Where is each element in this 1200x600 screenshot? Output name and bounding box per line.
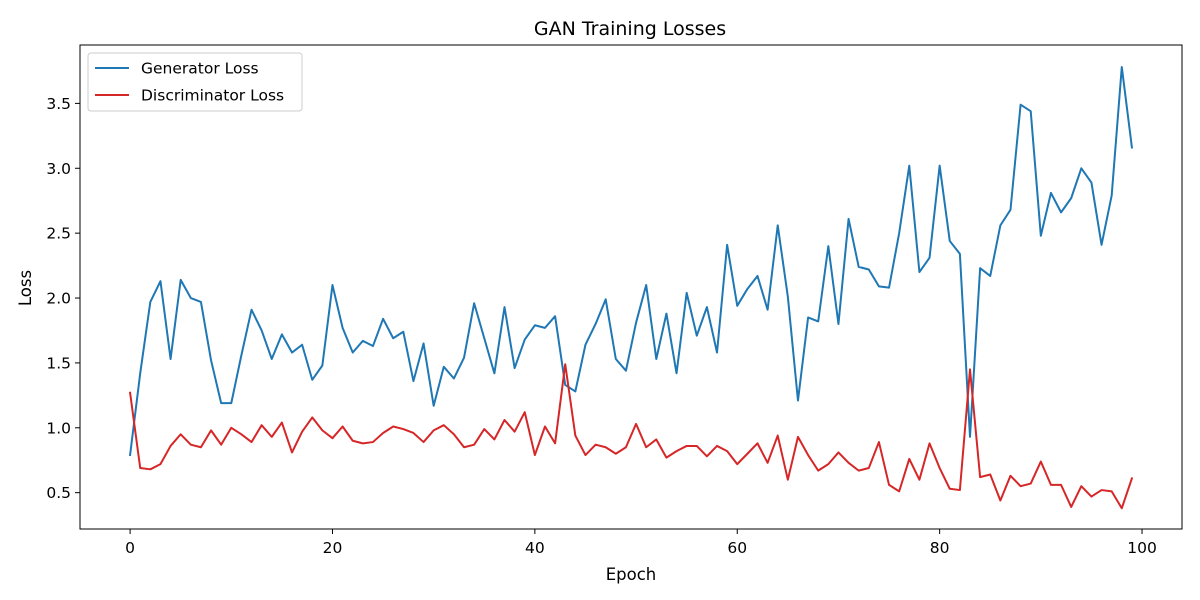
y-tick-label: 3.0 <box>46 160 71 178</box>
y-tick-label: 2.0 <box>46 290 71 308</box>
chart-title: GAN Training Losses <box>534 18 726 40</box>
y-axis-title: Loss <box>16 270 35 306</box>
legend-label-generator-loss: Generator Loss <box>141 60 259 78</box>
legend-box <box>87 52 303 112</box>
series-line-generator-loss <box>128 66 1134 457</box>
legend-label-discriminator-loss: Discriminator Loss <box>141 87 284 105</box>
series-layer <box>128 66 1134 510</box>
y-tick-label: 1.0 <box>46 419 71 437</box>
series-line-discriminator-loss <box>128 363 1134 510</box>
x-axis: 0 20 40 60 80 100 <box>125 529 1157 557</box>
x-tick-label: 100 <box>1127 539 1157 557</box>
y-tick-label: 2.5 <box>46 225 71 243</box>
x-tick-label: 60 <box>727 539 747 557</box>
x-tick-label: 0 <box>125 539 135 557</box>
y-tick-label: 0.5 <box>46 484 71 502</box>
legend: Generator Loss Discriminator Loss <box>87 52 303 112</box>
y-tick-label: 1.5 <box>46 354 71 372</box>
y-axis: 0.5 1.0 1.5 2.0 2.5 3.0 3.5 <box>46 95 80 502</box>
plot-frame <box>79 44 1183 530</box>
y-tick-label: 3.5 <box>46 95 71 113</box>
x-tick-label: 40 <box>525 539 545 557</box>
x-axis-title: Epoch <box>606 565 657 584</box>
x-tick-label: 20 <box>323 539 343 557</box>
x-tick-label: 80 <box>930 539 950 557</box>
